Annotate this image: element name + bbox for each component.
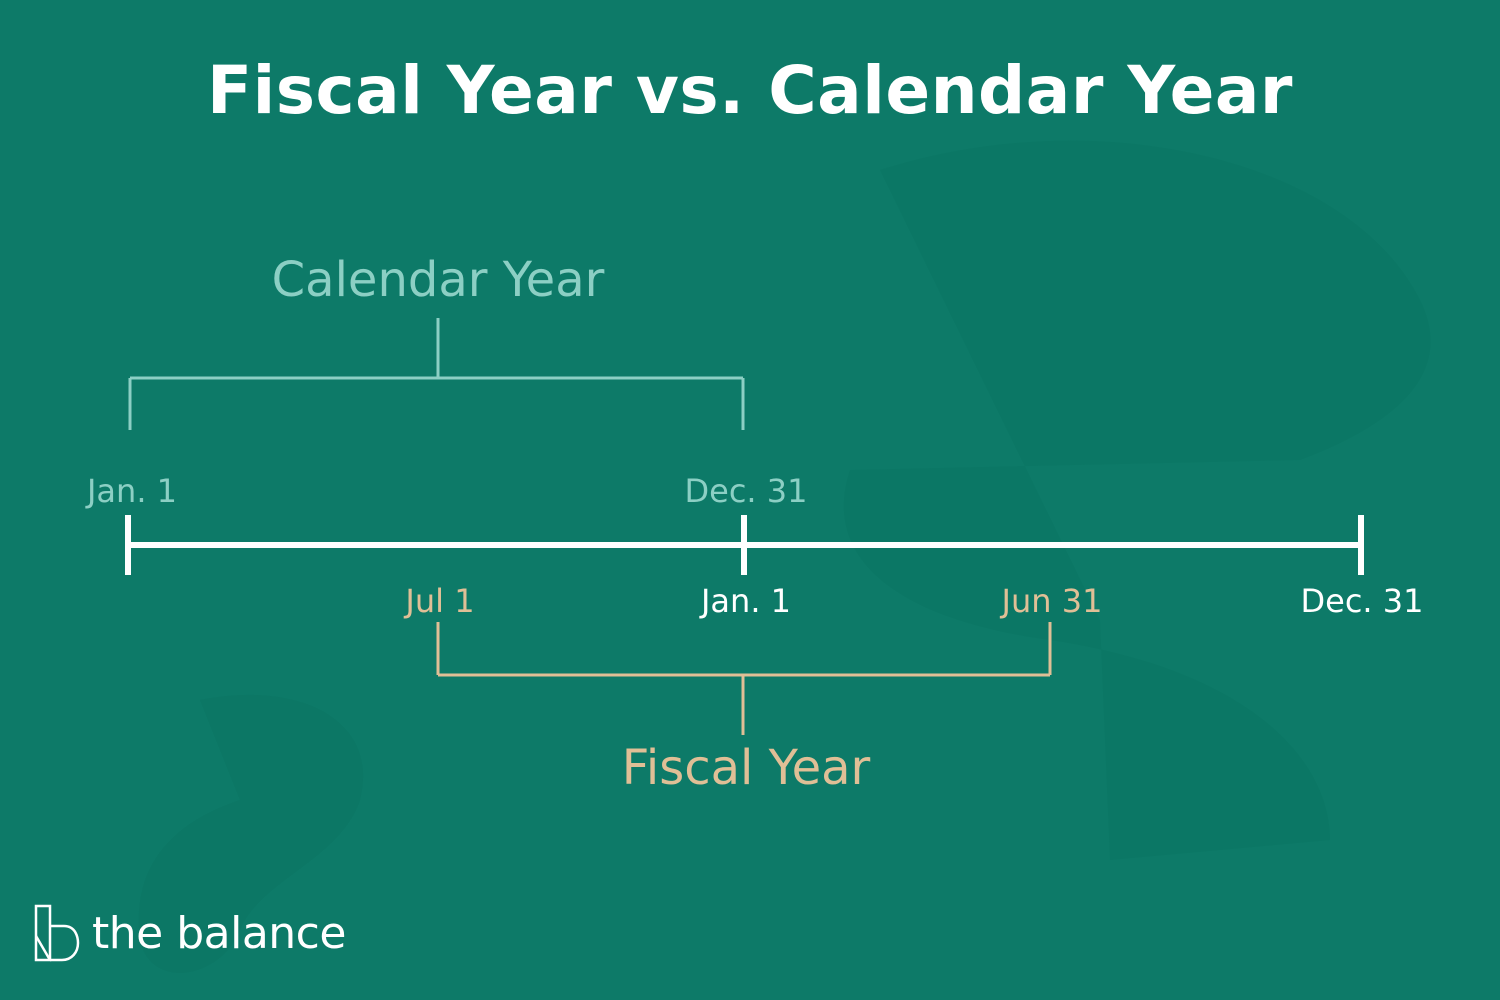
second-year-start-label: Jan. 1 bbox=[700, 582, 792, 620]
fiscal-start-label: Jul 1 bbox=[405, 582, 475, 620]
page-title: Fiscal Year vs. Calendar Year bbox=[207, 52, 1293, 129]
calendar-year-label: Calendar Year bbox=[271, 252, 605, 308]
fiscal-year-label: Fiscal Year bbox=[621, 740, 871, 796]
the-balance-logo-icon bbox=[34, 904, 80, 962]
dollar-watermark-large bbox=[843, 140, 1431, 860]
brand-name: the balance bbox=[92, 907, 346, 959]
calendar-end-label: Dec. 31 bbox=[684, 472, 808, 510]
second-year-end-label: Dec. 31 bbox=[1300, 582, 1424, 620]
dollar-watermark-small bbox=[138, 694, 364, 973]
calendar-start-label: Jan. 1 bbox=[86, 472, 178, 510]
fiscal-year-bracket bbox=[436, 622, 1052, 735]
calendar-year-bracket bbox=[128, 318, 745, 430]
timeline-axis bbox=[125, 515, 1364, 575]
fiscal-end-label: Jun 31 bbox=[1001, 582, 1103, 620]
brand-logo: the balance bbox=[32, 902, 346, 964]
